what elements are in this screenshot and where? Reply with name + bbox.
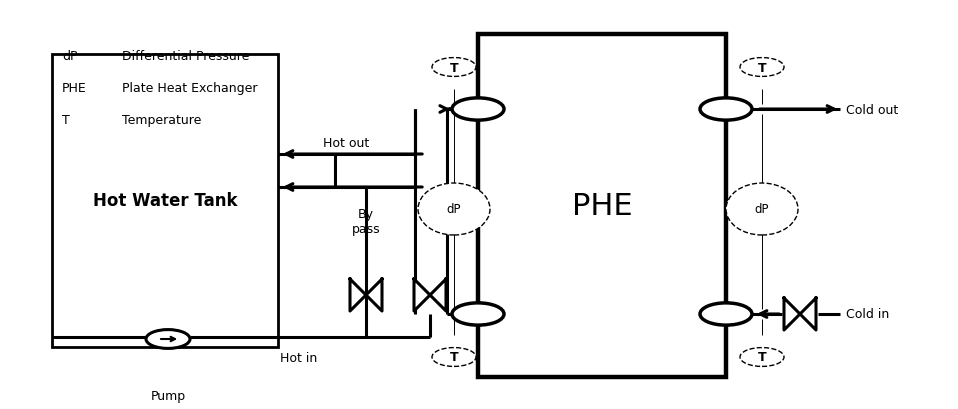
Circle shape — [740, 58, 784, 77]
Text: Cold in: Cold in — [846, 308, 889, 321]
Text: Hot in: Hot in — [281, 351, 318, 364]
Ellipse shape — [418, 184, 490, 236]
Text: Hot Water Tank: Hot Water Tank — [93, 192, 238, 210]
Polygon shape — [784, 298, 800, 330]
Text: PHE: PHE — [572, 191, 632, 220]
Text: PHE: PHE — [62, 82, 87, 95]
Text: By
pass: By pass — [352, 207, 380, 236]
Text: dP: dP — [62, 50, 78, 63]
Circle shape — [432, 348, 476, 366]
Circle shape — [700, 303, 752, 325]
Text: Cold out: Cold out — [846, 103, 899, 116]
Circle shape — [740, 348, 784, 366]
Polygon shape — [366, 279, 382, 311]
Text: Temperature: Temperature — [122, 114, 201, 127]
Text: dP: dP — [755, 203, 769, 216]
Circle shape — [700, 99, 752, 121]
Text: Differential Pressure: Differential Pressure — [122, 50, 249, 63]
Text: T: T — [758, 61, 766, 74]
Text: dP: dP — [446, 203, 461, 216]
Bar — [478, 35, 726, 377]
Text: T: T — [449, 351, 458, 364]
Text: T: T — [62, 114, 70, 127]
Polygon shape — [414, 279, 430, 311]
Polygon shape — [430, 279, 446, 311]
Circle shape — [146, 330, 190, 348]
Polygon shape — [800, 298, 816, 330]
Text: Plate Heat Exchanger: Plate Heat Exchanger — [122, 82, 258, 95]
Text: Pump: Pump — [150, 389, 186, 402]
Bar — [52, 55, 278, 347]
Circle shape — [432, 58, 476, 77]
Text: T: T — [758, 351, 766, 364]
Ellipse shape — [726, 184, 798, 236]
Text: T: T — [449, 61, 458, 74]
Text: Hot out: Hot out — [323, 137, 369, 150]
Polygon shape — [350, 279, 366, 311]
Circle shape — [452, 303, 504, 325]
Circle shape — [452, 99, 504, 121]
